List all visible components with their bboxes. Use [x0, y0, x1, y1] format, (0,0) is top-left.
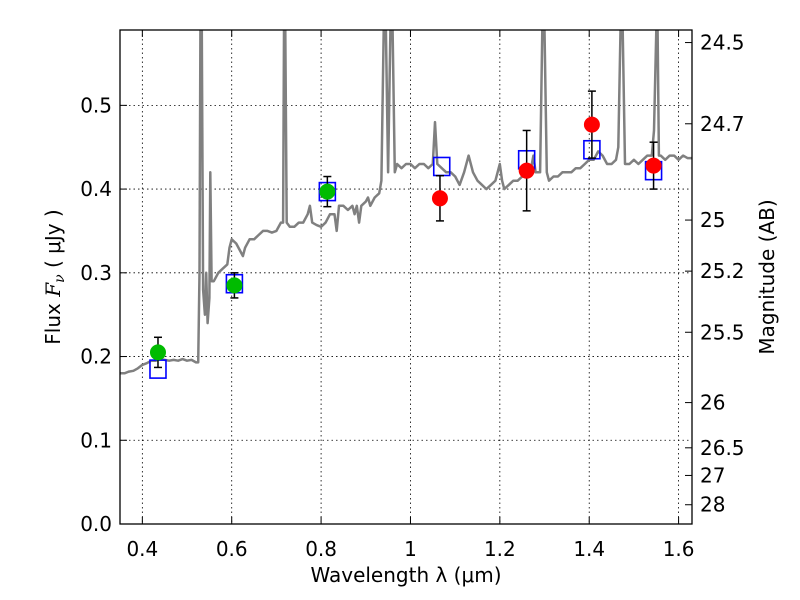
y2-tick-label: 25.5: [700, 320, 745, 344]
y2-tick-label: 28: [700, 493, 725, 517]
y-axis-label-symbol: F: [41, 282, 65, 298]
y2-tick-label: 25: [700, 208, 725, 232]
y2-tick-label: 27: [700, 463, 725, 487]
y2-tick-label: 24.5: [700, 31, 745, 55]
y-tick-label: 0.0: [80, 512, 112, 536]
y-tick-label: 0.2: [80, 345, 112, 369]
x-tick-label: 1: [404, 537, 417, 561]
y2-tick-label: 24.7: [700, 112, 745, 136]
x-tick-label: 1.2: [484, 537, 516, 561]
ticks: 0.4 0.6 0.8 1 1.2 1.4 1.6 0.0 0.1 0.2 0.3 0.4 0.5 24.…: [80, 30, 745, 561]
axes-frame: [119, 29, 693, 525]
y-tick-label: 0.3: [80, 261, 112, 285]
model-sed-line: [120, 30, 692, 375]
observed-point: [149, 344, 166, 361]
x-tick-label: 1.4: [573, 537, 605, 561]
observed-point: [431, 190, 448, 207]
x-tick-label: 0.6: [216, 537, 248, 561]
y2-tick-label: 26.5: [700, 436, 745, 460]
observed-point: [319, 183, 336, 200]
y2-tick-label: 26: [700, 391, 725, 415]
plot-area: [120, 30, 692, 379]
y-axis-label-suffix: ( μJy ): [41, 209, 65, 274]
observed-point: [518, 162, 535, 179]
y-axis-label-subscript: ν: [52, 274, 68, 283]
y2-axis-label: Magnitude (AB): [755, 199, 779, 354]
x-tick-label: 1.6: [663, 537, 695, 561]
y-axis-label: Flux Fν ( μJy ): [41, 209, 68, 344]
x-tick-label: 0.4: [126, 537, 158, 561]
y-tick-label: 0.5: [80, 93, 112, 117]
observed-point: [583, 116, 600, 133]
x-axis-label: Wavelength λ (μm): [310, 563, 501, 587]
observed-point: [226, 277, 243, 294]
y-tick-label: 0.1: [80, 428, 112, 452]
y-axis-label-prefix: Flux: [41, 297, 65, 345]
y2-tick-label: 25.2: [700, 259, 745, 283]
observed-point: [645, 157, 662, 174]
x-tick-label: 0.8: [305, 537, 337, 561]
y-tick-label: 0.4: [80, 177, 112, 201]
